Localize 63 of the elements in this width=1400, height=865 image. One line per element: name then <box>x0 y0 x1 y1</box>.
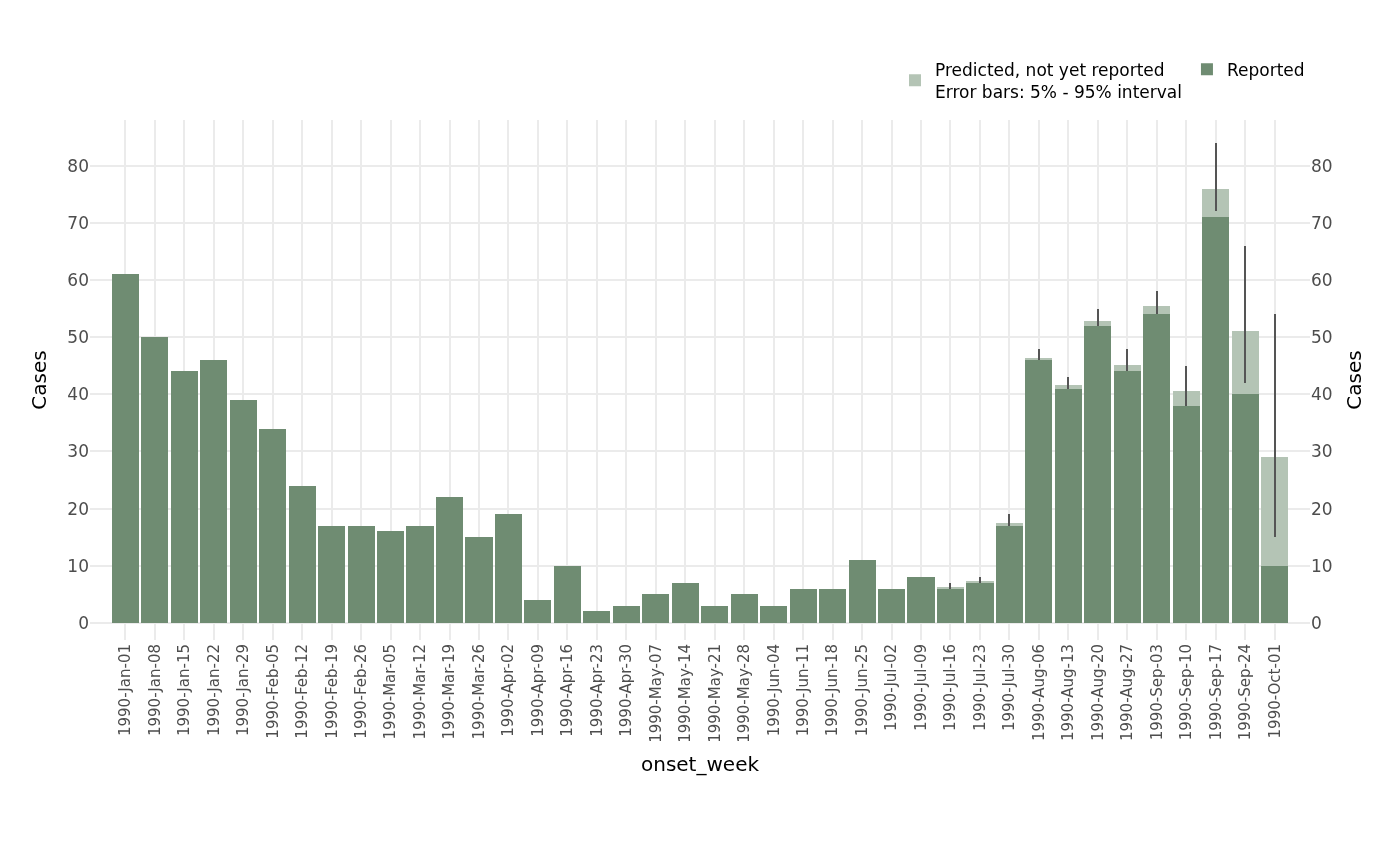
y2-axis-title: Cases <box>1342 350 1367 410</box>
y2-tick-label: 20 <box>1311 498 1333 519</box>
y2-tick-label: 50 <box>1311 327 1333 348</box>
x-tick-label: 1990-Mar-12 <box>410 644 429 740</box>
x-tick-label: 1990-Jul-30 <box>1000 644 1019 732</box>
legend-label: Predicted, not yet reported Error bars: 5% - 95% interval <box>935 59 1182 102</box>
legend-label: Reported <box>1226 59 1305 80</box>
x-tick-label: 1990-Jan-22 <box>204 644 223 737</box>
x-tick-label: 1990-Feb-12 <box>293 644 312 739</box>
y-tick-label: 30 <box>67 441 89 462</box>
x-tick-label: 1990-Jan-29 <box>234 644 253 737</box>
x-tick-label: 1990-Jan-01 <box>116 644 135 737</box>
y-tick-label: 20 <box>67 498 89 519</box>
y-tick-label: 10 <box>67 555 89 576</box>
x-tick-label: 1990-Oct-01 <box>1265 644 1284 739</box>
y-tick-label: 70 <box>67 212 89 233</box>
x-tick-label: 1990-Feb-19 <box>322 644 341 739</box>
x-tick-label: 1990-Jan-15 <box>175 644 194 737</box>
x-tick-label: 1990-Apr-02 <box>499 644 518 737</box>
y-tick-label: 50 <box>67 327 89 348</box>
x-tick-label: 1990-Jun-18 <box>823 644 842 737</box>
y-tick-label: 80 <box>67 155 89 176</box>
y-tick-label: 40 <box>67 384 89 405</box>
x-axis-title: onset_week <box>640 752 760 777</box>
x-tick-label: 1990-Mar-05 <box>381 644 400 740</box>
x-tick-label: 1990-May-21 <box>705 644 724 743</box>
x-tick-label: 1990-Sep-10 <box>1177 644 1196 741</box>
x-tick-label: 1990-Jul-02 <box>882 644 901 732</box>
x-tick-label: 1990-Jul-16 <box>941 644 960 732</box>
x-tick-label: 1990-Mar-26 <box>469 644 488 740</box>
x-tick-label: 1990-Mar-19 <box>440 644 459 740</box>
x-tick-label: 1990-Apr-09 <box>528 644 547 737</box>
x-tick-label: 1990-Aug-06 <box>1029 644 1048 742</box>
x-tick-label: 1990-Apr-23 <box>587 644 606 737</box>
x-tick-label: 1990-Jun-25 <box>852 644 871 737</box>
y2-tick-label: 80 <box>1311 155 1333 176</box>
x-tick-label: 1990-Jun-11 <box>794 644 813 737</box>
x-tick-label: 1990-Aug-13 <box>1059 644 1078 742</box>
x-tick-label: 1990-Apr-30 <box>617 644 636 737</box>
y2-tick-label: 60 <box>1311 269 1333 290</box>
x-tick-label: 1990-Aug-27 <box>1118 644 1137 742</box>
x-tick-label: 1990-Apr-16 <box>558 644 577 737</box>
y2-tick-label: 40 <box>1311 384 1333 405</box>
x-tick-label: 1990-Feb-05 <box>263 644 282 739</box>
y2-tick-label: 10 <box>1311 555 1333 576</box>
x-tick-label: 1990-Sep-24 <box>1236 644 1255 741</box>
x-tick-label: 1990-Feb-26 <box>351 644 370 739</box>
x-tick-label: 1990-Jun-04 <box>764 644 783 737</box>
y-axis-title: Cases <box>26 350 51 410</box>
x-tick-label: 1990-Sep-03 <box>1147 644 1166 741</box>
y2-tick-label: 30 <box>1311 441 1333 462</box>
y-tick-label: 60 <box>67 269 89 290</box>
x-tick-label: 1990-May-07 <box>646 644 665 743</box>
x-tick-label: 1990-May-14 <box>676 644 695 743</box>
x-tick-label: 1990-Jul-09 <box>911 644 930 732</box>
y-tick-label: 0 <box>78 612 89 633</box>
x-tick-label: 1990-May-28 <box>735 644 754 743</box>
x-tick-label: 1990-Aug-20 <box>1088 644 1107 742</box>
y2-tick-label: 0 <box>1311 612 1322 633</box>
y2-tick-label: 70 <box>1311 212 1333 233</box>
x-tick-label: 1990-Sep-17 <box>1206 644 1225 741</box>
x-tick-label: 1990-Jan-08 <box>145 644 164 737</box>
x-tick-label: 1990-Jul-23 <box>970 644 989 732</box>
